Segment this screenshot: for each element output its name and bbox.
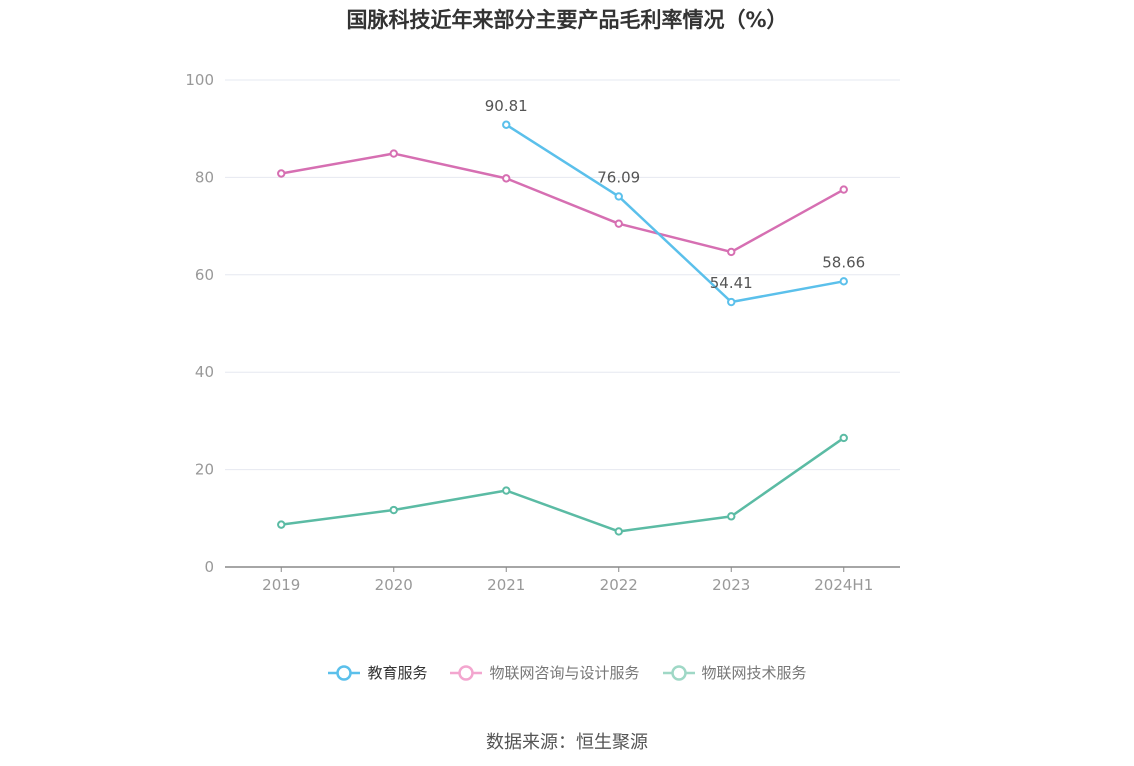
data-point[interactable] bbox=[277, 169, 286, 178]
data-label: 76.09 bbox=[597, 168, 640, 186]
series-lines bbox=[277, 120, 848, 536]
data-point[interactable] bbox=[727, 247, 736, 257]
legend-label: 物联网技术服务 bbox=[701, 664, 807, 682]
data-point[interactable] bbox=[614, 192, 623, 201]
data-point[interactable] bbox=[502, 120, 511, 129]
y-tick-label: 60 bbox=[195, 266, 214, 284]
legend-label: 教育服务 bbox=[367, 664, 428, 682]
legend-item[interactable]: 物联网技术服务 bbox=[662, 662, 807, 683]
legend: 教育服务 物联网咨询与设计服务 物联网技术服务 bbox=[0, 662, 1134, 683]
data-point[interactable] bbox=[839, 277, 848, 286]
y-tick-label: 80 bbox=[195, 168, 214, 186]
x-tick-label: 2022 bbox=[600, 576, 638, 594]
legend-marker-icon bbox=[328, 664, 361, 681]
x-tick-label: 2019 bbox=[262, 576, 300, 594]
y-tick-label: 100 bbox=[185, 71, 214, 89]
data-point[interactable] bbox=[614, 527, 623, 536]
x-tick-label: 2021 bbox=[487, 576, 525, 594]
x-axis: 2019 2020 2021 2022 2023 2024H1 bbox=[225, 566, 900, 594]
grid-lines bbox=[225, 79, 900, 471]
data-point[interactable] bbox=[727, 297, 736, 307]
x-tick-label: 2023 bbox=[712, 576, 750, 594]
series-line bbox=[281, 152, 845, 254]
legend-marker-icon bbox=[450, 664, 483, 681]
y-tick-labels: 0 20 40 60 80 100 bbox=[185, 71, 214, 576]
data-point[interactable] bbox=[389, 505, 398, 515]
data-labels: 90.81 76.09 54.41 58.66 bbox=[485, 97, 865, 292]
data-label: 58.66 bbox=[822, 253, 865, 271]
data-point[interactable] bbox=[727, 512, 736, 521]
y-tick-label: 20 bbox=[195, 461, 214, 479]
series-line bbox=[505, 123, 844, 304]
legend-item[interactable]: 教育服务 bbox=[327, 662, 427, 683]
series-line bbox=[281, 436, 845, 533]
legend-marker-icon bbox=[662, 664, 695, 681]
y-tick-label: 0 bbox=[204, 558, 214, 576]
data-point[interactable] bbox=[389, 149, 398, 158]
legend-label: 物联网咨询与设计服务 bbox=[489, 664, 640, 682]
data-point[interactable] bbox=[839, 185, 848, 194]
data-point[interactable] bbox=[277, 520, 286, 529]
source-note: 数据来源：恒生聚源 bbox=[486, 732, 648, 753]
data-label: 54.41 bbox=[710, 274, 753, 292]
data-point[interactable] bbox=[502, 486, 511, 495]
x-tick-label: 2020 bbox=[375, 576, 413, 594]
data-label: 90.81 bbox=[485, 97, 528, 115]
legend-item[interactable]: 物联网咨询与设计服务 bbox=[449, 662, 640, 683]
data-point[interactable] bbox=[614, 219, 623, 228]
data-point[interactable] bbox=[502, 174, 511, 183]
chart-title: 国脉科技近年来部分主要产品毛利率情况（%） bbox=[346, 8, 788, 32]
data-point[interactable] bbox=[839, 433, 848, 443]
x-tick-label: 2024H1 bbox=[814, 576, 873, 594]
y-tick-label: 40 bbox=[195, 363, 214, 381]
